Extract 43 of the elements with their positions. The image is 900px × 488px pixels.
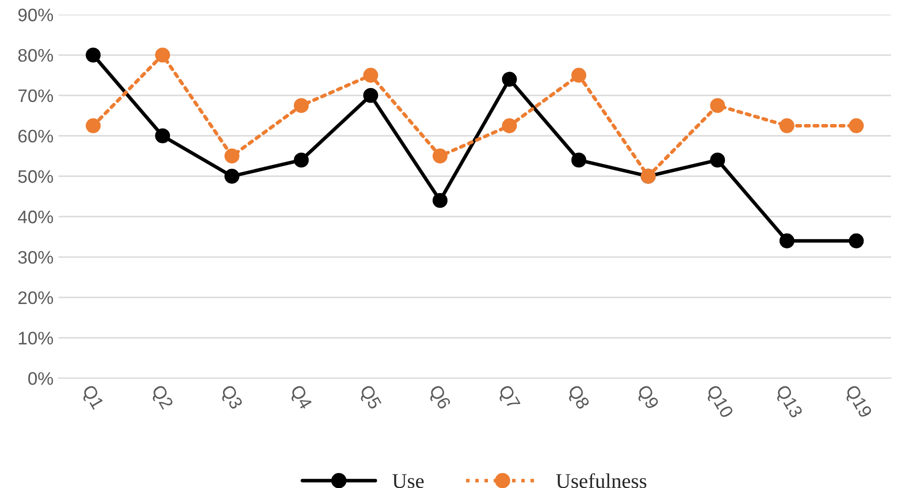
y-tick-label: 10%	[18, 332, 53, 345]
x-tick-label: Q9	[634, 384, 660, 412]
point	[86, 118, 101, 134]
x-tick-label: Q7	[496, 384, 521, 412]
y-tick-label: 90%	[18, 8, 53, 22]
y-tick-label: 30%	[18, 250, 53, 264]
point	[502, 118, 517, 134]
x-tick-label: Q8	[564, 384, 590, 412]
x-tick-label: Q2	[148, 384, 174, 412]
y-tick-label: 80%	[18, 48, 53, 62]
x-tick-label: Q4	[287, 384, 313, 412]
point	[848, 118, 864, 134]
point	[432, 148, 448, 164]
y-tick-label: 60%	[18, 130, 53, 143]
point	[710, 152, 726, 168]
point	[432, 192, 448, 208]
x-tick-label: Q1	[79, 384, 104, 412]
point	[224, 168, 240, 184]
x-tick-label: Q5	[356, 384, 382, 412]
point	[502, 72, 517, 87]
point	[86, 48, 101, 62]
legend-label: Use	[392, 474, 424, 488]
point	[224, 148, 240, 164]
point	[155, 48, 170, 62]
point	[571, 68, 586, 83]
y-tick-label: 20%	[18, 291, 53, 304]
point	[294, 152, 309, 168]
y-tick-label: 50%	[18, 170, 53, 183]
point	[571, 152, 586, 168]
point	[710, 98, 726, 113]
y-tick-label: 70%	[18, 89, 53, 102]
point	[779, 233, 794, 248]
y-tick-label: 40%	[18, 210, 53, 224]
y-tick-label: 0%	[28, 372, 53, 385]
point	[363, 88, 378, 103]
point	[155, 128, 170, 144]
x-tick-label: Q6	[426, 384, 452, 412]
legend-label: Usefulness	[556, 473, 646, 488]
point	[363, 68, 378, 83]
point	[848, 233, 864, 248]
point	[779, 118, 794, 134]
point	[294, 98, 309, 113]
x-tick-label: Q3	[218, 384, 244, 412]
